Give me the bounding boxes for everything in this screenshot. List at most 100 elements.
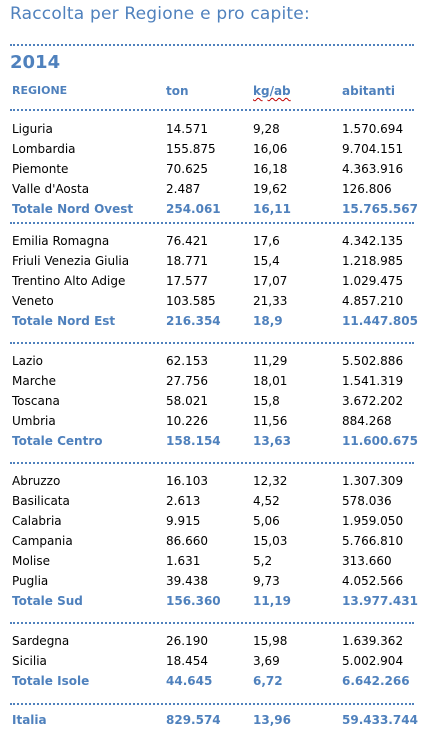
table-row: Umbria 10.226 11,56 884.268 [0, 411, 431, 431]
cell-inhabitants: 4.857.210 [342, 294, 404, 308]
cell-inhabitants: 578.036 [342, 494, 392, 508]
cell-inhabitants: 313.660 [342, 554, 392, 568]
cell-ton: 86.660 [166, 534, 208, 548]
table-row: Lombardia 155.875 16,06 9.704.151 [0, 139, 431, 159]
cell-kgab: 11,56 [253, 414, 288, 428]
cell-inhabitants: 1.029.475 [342, 274, 404, 288]
cell-inhabitants: 15.765.567 [342, 202, 418, 216]
cell-kgab: 15,8 [253, 394, 280, 408]
cell-inhabitants: 13.977.431 [342, 594, 418, 608]
cell-inhabitants: 5.502.886 [342, 354, 404, 368]
table-row: Piemonte 70.625 16,18 4.363.916 [0, 159, 431, 179]
table-row: Emilia Romagna 76.421 17,6 4.342.135 [0, 231, 431, 251]
section-divider [10, 222, 414, 224]
cell-inhabitants: 1.218.985 [342, 254, 404, 268]
cell-kgab: 6,72 [253, 674, 283, 688]
cell-region: Abruzzo [12, 474, 61, 488]
cell-region: Italia [12, 713, 47, 727]
cell-kgab: 18,01 [253, 374, 288, 388]
cell-kgab: 13,63 [253, 434, 291, 448]
cell-kgab: 11,29 [253, 354, 288, 368]
section-divider [10, 342, 414, 344]
cell-inhabitants: 1.541.319 [342, 374, 404, 388]
page-title: Raccolta per Regione e pro capite: [10, 4, 310, 24]
cell-ton: 18.454 [166, 654, 208, 668]
table-row: Toscana 58.021 15,8 3.672.202 [0, 391, 431, 411]
cell-region: Trentino Alto Adige [12, 274, 126, 288]
subtotal-row: Totale Centro 158.154 13,63 11.600.675 [0, 431, 431, 451]
cell-kgab: 15,4 [253, 254, 280, 268]
cell-kgab: 9,73 [253, 574, 280, 588]
cell-ton: 155.875 [166, 142, 216, 156]
cell-region: Emilia Romagna [12, 234, 110, 248]
cell-region: Umbria [12, 414, 56, 428]
cell-ton: 18.771 [166, 254, 208, 268]
cell-inhabitants: 4.342.135 [342, 234, 404, 248]
section-divider [10, 462, 414, 464]
cell-inhabitants: 1.959.050 [342, 514, 404, 528]
cell-ton: 156.360 [166, 594, 221, 608]
cell-kgab: 11,19 [253, 594, 291, 608]
cell-kgab: 13,96 [253, 713, 291, 727]
cell-kgab: 19,62 [253, 182, 288, 196]
cell-inhabitants: 4.363.916 [342, 162, 404, 176]
year-heading: 2014 [10, 52, 61, 73]
table-row: Valle d'Aosta 2.487 19,62 126.806 [0, 179, 431, 199]
cell-kgab: 16,11 [253, 202, 291, 216]
section-divider [10, 622, 414, 624]
cell-ton: 70.625 [166, 162, 208, 176]
cell-region: Campania [12, 534, 73, 548]
cell-region: Marche [12, 374, 56, 388]
cell-ton: 2.487 [166, 182, 201, 196]
cell-region: Puglia [12, 574, 49, 588]
cell-ton: 26.190 [166, 634, 208, 648]
cell-ton: 16.103 [166, 474, 208, 488]
table-row: Calabria 9.915 5,06 1.959.050 [0, 511, 431, 531]
section-divider [10, 703, 414, 705]
table-row: Puglia 39.438 9,73 4.052.566 [0, 571, 431, 591]
cell-inhabitants: 5.766.810 [342, 534, 404, 548]
cell-inhabitants: 6.642.266 [342, 674, 410, 688]
cell-region: Totale Isole [12, 674, 90, 688]
cell-region: Valle d'Aosta [12, 182, 90, 196]
cell-ton: 27.756 [166, 374, 208, 388]
cell-ton: 17.577 [166, 274, 208, 288]
table-row: Sardegna 26.190 15,98 1.639.362 [0, 631, 431, 651]
cell-region: Totale Centro [12, 434, 103, 448]
cell-kgab: 5,2 [253, 554, 273, 568]
cell-ton: 2.613 [166, 494, 201, 508]
cell-region: Toscana [12, 394, 60, 408]
cell-inhabitants: 3.672.202 [342, 394, 404, 408]
cell-ton: 216.354 [166, 314, 221, 328]
grand-total-row: Italia 829.574 13,96 59.433.744 [0, 710, 431, 730]
table-row: Liguria 14.571 9,28 1.570.694 [0, 119, 431, 139]
cell-inhabitants: 1.307.309 [342, 474, 404, 488]
cell-inhabitants: 5.002.904 [342, 654, 404, 668]
cell-region: Lazio [12, 354, 44, 368]
cell-inhabitants: 11.600.675 [342, 434, 418, 448]
cell-inhabitants: 9.704.151 [342, 142, 404, 156]
subtotal-row: Totale Isole 44.645 6,72 6.642.266 [0, 671, 431, 691]
cell-inhabitants: 1.570.694 [342, 122, 404, 136]
cell-region: Liguria [12, 122, 53, 136]
cell-region: Basilicata [12, 494, 70, 508]
cell-inhabitants: 884.268 [342, 414, 392, 428]
cell-ton: 10.226 [166, 414, 208, 428]
cell-inhabitants: 1.639.362 [342, 634, 404, 648]
cell-region: Piemonte [12, 162, 69, 176]
cell-ton: 103.585 [166, 294, 216, 308]
table-row: Trentino Alto Adige 17.577 17,07 1.029.475 [0, 271, 431, 291]
cell-region: Totale Nord Ovest [12, 202, 134, 216]
cell-kgab: 5,06 [253, 514, 280, 528]
cell-kgab: 17,6 [253, 234, 280, 248]
cell-region: Friuli Venezia Giulia [12, 254, 130, 268]
cell-ton: 14.571 [166, 122, 208, 136]
cell-ton: 76.421 [166, 234, 208, 248]
cell-ton: 9.915 [166, 514, 201, 528]
cell-region: Veneto [12, 294, 54, 308]
section-divider [10, 109, 414, 111]
cell-ton: 58.021 [166, 394, 208, 408]
cell-ton: 62.153 [166, 354, 208, 368]
cell-region: Totale Sud [12, 594, 83, 608]
cell-region: Molise [12, 554, 50, 568]
